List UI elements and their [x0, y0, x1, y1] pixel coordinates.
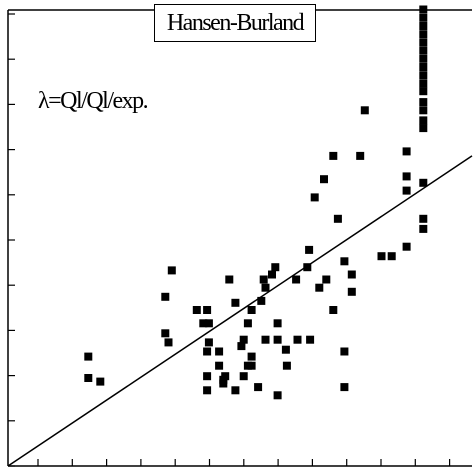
data-point [419, 63, 428, 71]
data-point [239, 335, 248, 344]
data-point [333, 214, 342, 223]
data-point [161, 329, 170, 338]
data-point [225, 275, 234, 284]
data-point [247, 361, 256, 370]
data-point [419, 98, 428, 107]
data-point [204, 319, 213, 328]
data-point [282, 361, 291, 370]
data-point [167, 266, 176, 275]
data-point [203, 372, 212, 381]
data-point [231, 386, 240, 395]
data-point [419, 5, 428, 14]
data-point [419, 71, 428, 80]
data-point [419, 54, 428, 63]
chart-title: Hansen-Burland [154, 4, 316, 42]
data-point [221, 372, 230, 381]
data-point [329, 151, 338, 160]
data-point [340, 383, 349, 392]
data-point [303, 263, 312, 272]
data-point [419, 79, 428, 88]
data-point [281, 345, 290, 354]
data-point [259, 275, 268, 284]
data-point [239, 372, 248, 381]
data-point [419, 38, 428, 47]
data-point [203, 306, 212, 314]
data-point [419, 30, 428, 39]
data-point [293, 335, 302, 344]
data-point [215, 347, 224, 356]
data-point [292, 275, 301, 284]
data-point [306, 335, 315, 344]
data-point [402, 186, 411, 195]
data-point [340, 347, 349, 356]
chart-annotation: λ=Ql/Ql/exp. [38, 88, 149, 114]
data-point [419, 124, 428, 133]
data-point [215, 361, 224, 370]
data-point [204, 338, 213, 347]
data-point [402, 172, 411, 181]
data-point [419, 22, 428, 30]
data-point [219, 379, 228, 388]
data-point [273, 391, 282, 400]
data-point [419, 116, 428, 125]
data-point [231, 298, 240, 307]
data-point [419, 46, 428, 55]
data-point [419, 224, 428, 233]
data-point [268, 270, 276, 279]
data-point [419, 178, 428, 187]
data-point [402, 147, 411, 156]
data-point [243, 319, 252, 328]
data-point [257, 296, 266, 305]
data-point [322, 275, 331, 284]
data-point [271, 263, 280, 272]
data-point [347, 287, 356, 296]
data-point [315, 283, 324, 292]
data-point [84, 352, 93, 361]
data-point [164, 338, 173, 347]
data-point [247, 352, 256, 361]
data-points [84, 5, 428, 400]
data-point [329, 306, 338, 314]
data-point [356, 151, 365, 160]
data-point [419, 106, 428, 115]
data-point [305, 245, 314, 254]
data-point [84, 374, 93, 382]
data-point [192, 306, 201, 314]
data-point [254, 383, 263, 392]
data-point [377, 252, 386, 261]
data-point [347, 270, 356, 279]
data-point [203, 347, 212, 356]
data-point [261, 335, 270, 344]
data-point [419, 87, 428, 96]
data-point [310, 193, 319, 202]
data-point [273, 319, 282, 328]
data-point [360, 106, 369, 115]
data-point [340, 257, 349, 266]
data-point [199, 319, 208, 328]
data-point [387, 252, 396, 261]
diagonal-fit-line [7, 155, 473, 467]
data-point [273, 335, 282, 344]
data-point [402, 242, 411, 251]
data-point [203, 386, 212, 395]
data-point [247, 306, 256, 314]
data-point [237, 342, 246, 351]
plot-axes [7, 9, 472, 467]
data-point [261, 283, 270, 292]
data-point [96, 377, 105, 386]
data-point [419, 13, 428, 22]
data-point [320, 175, 328, 184]
data-point [419, 214, 428, 223]
data-point [161, 292, 170, 301]
